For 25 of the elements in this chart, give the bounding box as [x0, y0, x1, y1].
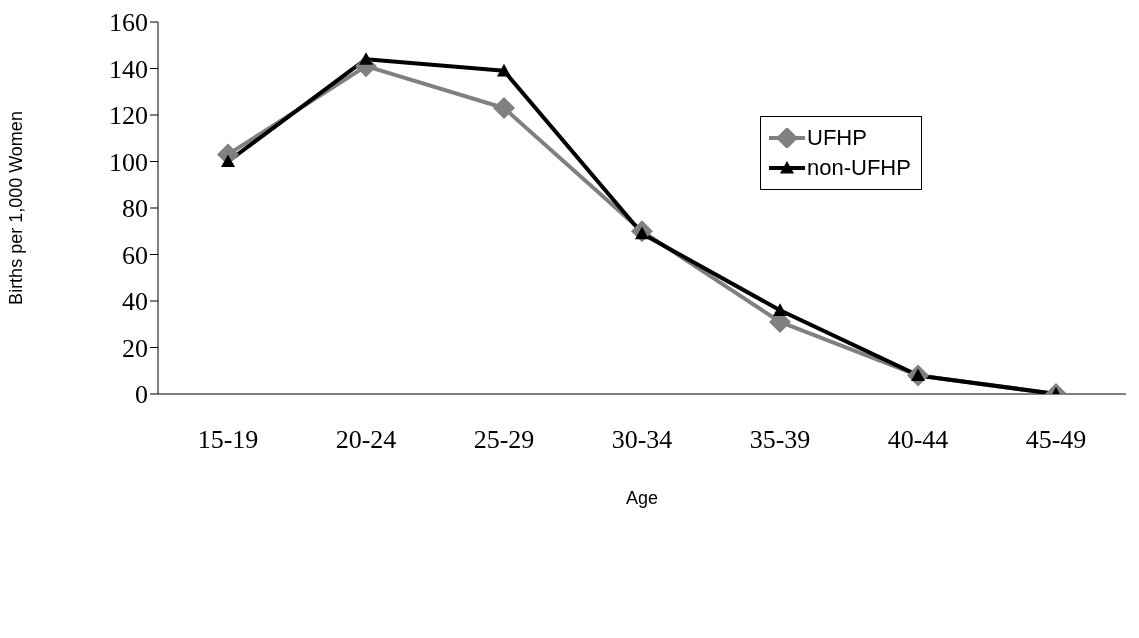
x-tick-label: 45-49 — [1025, 425, 1087, 455]
y-tick-label: 80 — [122, 194, 148, 224]
point — [493, 97, 515, 120]
x-axis-title: Age — [625, 488, 659, 508]
x-tick-label: 15-19 — [197, 425, 259, 455]
x-tick-label: 30-34 — [611, 425, 673, 455]
y-tick-label: 120 — [109, 101, 148, 131]
point — [359, 52, 373, 65]
y-tick-label: 100 — [109, 147, 148, 177]
x-tick-label: 35-39 — [749, 425, 811, 455]
point — [773, 303, 787, 316]
y-tick-label: 140 — [109, 54, 148, 84]
x-tick-label: 40-44 — [887, 425, 949, 455]
legend-label: UFHP — [807, 125, 867, 151]
legend-label: non-UFHP — [807, 155, 911, 181]
y-tick-label: 60 — [122, 240, 148, 270]
y-tick-label: 160 — [109, 8, 148, 38]
point — [221, 154, 235, 168]
point — [497, 63, 511, 77]
x-tick-label: 20-24 — [335, 425, 397, 455]
y-axis-title: Births per 1,000 Women — [6, 111, 27, 305]
y-tick-label: 20 — [122, 333, 148, 363]
y-tick-label: 0 — [135, 380, 148, 410]
x-tick-label: 25-29 — [473, 425, 535, 455]
y-tick-label: 40 — [122, 287, 148, 317]
